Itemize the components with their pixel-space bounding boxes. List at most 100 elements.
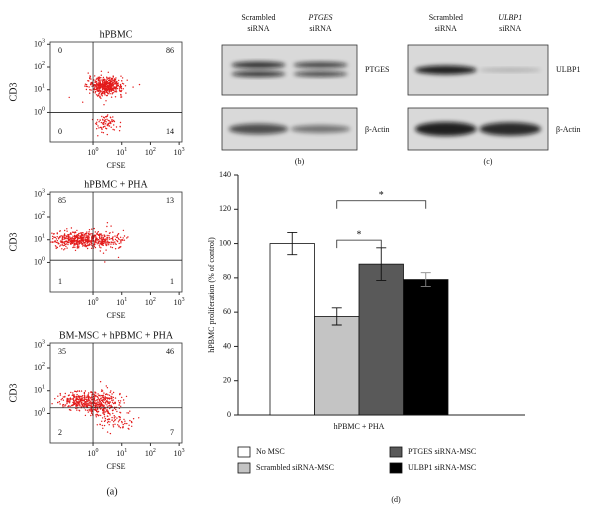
- cell-dot: [96, 233, 98, 235]
- tick-exponent: 2: [42, 211, 45, 217]
- cell-dot: [112, 84, 114, 86]
- cell-dot: [70, 227, 73, 229]
- cell-dot: [109, 85, 111, 88]
- cell-dot: [106, 225, 108, 228]
- cell-dot: [95, 394, 97, 396]
- cell-dot: [88, 409, 90, 411]
- y-tick-label: 101: [34, 385, 45, 394]
- tick-base: 10: [34, 212, 42, 221]
- cell-dot: [59, 230, 61, 232]
- cell-dot: [103, 104, 105, 106]
- cell-dot: [112, 92, 114, 94]
- cell-dot: [108, 403, 111, 405]
- cell-dot: [98, 403, 101, 405]
- cell-dot: [114, 235, 116, 237]
- cell-dot: [101, 95, 104, 97]
- cell-dot: [106, 234, 108, 237]
- tick-exponent: 3: [182, 147, 185, 153]
- cell-dot: [100, 240, 102, 242]
- cell-dot: [55, 247, 57, 250]
- cell-dot: [83, 242, 86, 244]
- cell-dot: [73, 401, 75, 403]
- blot-target-label: ULBP1: [556, 65, 580, 74]
- cell-dot: [107, 71, 110, 74]
- tick-base: 10: [34, 340, 42, 349]
- cell-dot: [126, 422, 128, 425]
- panel-caption: (c): [484, 157, 493, 166]
- cell-dot: [74, 390, 76, 392]
- cell-dot: [120, 405, 122, 407]
- lane-label: siRNA: [435, 24, 457, 33]
- cell-dot: [83, 235, 86, 237]
- cell-dot: [106, 415, 109, 417]
- cell-dot: [84, 243, 86, 246]
- tick-base: 10: [174, 148, 182, 157]
- cell-dot: [112, 243, 115, 245]
- cell-dot: [65, 240, 68, 242]
- cell-dot: [109, 404, 111, 407]
- cell-dot: [111, 82, 113, 84]
- cell-dot: [86, 403, 88, 405]
- cell-dot: [96, 128, 98, 130]
- cell-dot: [97, 415, 100, 417]
- cell-dot: [82, 395, 84, 397]
- significance-bracket: [336, 239, 382, 249]
- cell-dot: [119, 412, 122, 414]
- cell-dot: [117, 233, 119, 236]
- cell-dot: [88, 240, 90, 242]
- cell-dot: [74, 237, 76, 240]
- cell-dot: [74, 249, 77, 252]
- y-tick-label: 120: [219, 204, 231, 213]
- y-tick-label: 100: [34, 257, 45, 266]
- cell-dot: [98, 233, 101, 235]
- cell-dot: [59, 394, 62, 396]
- quadrant-percent: 0: [58, 127, 62, 136]
- cell-dot: [57, 243, 59, 245]
- cell-dot: [94, 81, 96, 83]
- cell-dot: [71, 239, 73, 241]
- cell-dot: [93, 408, 96, 411]
- cell-dot: [69, 236, 71, 238]
- cell-dot: [110, 241, 112, 243]
- cell-dot: [93, 393, 95, 395]
- cell-dot: [103, 81, 106, 84]
- cell-dot: [75, 235, 77, 237]
- cell-dot: [71, 241, 73, 244]
- cell-dot: [102, 82, 104, 84]
- cell-dot: [88, 229, 91, 231]
- blot-control-label: β-Actin: [365, 125, 390, 134]
- cell-dot: [90, 411, 93, 413]
- cell-dot: [113, 86, 115, 88]
- cell-dot: [93, 402, 96, 405]
- cell-dot: [103, 411, 105, 413]
- cell-dot: [120, 239, 122, 241]
- cell-dot: [62, 244, 64, 247]
- x-tick-label: 100: [88, 147, 99, 156]
- bar: [314, 316, 360, 416]
- cell-dot: [121, 420, 123, 423]
- cell-dot: [106, 406, 109, 408]
- cell-dot: [106, 124, 108, 126]
- cell-dot: [97, 399, 99, 401]
- cell-dot: [100, 97, 102, 100]
- cell-dot: [113, 89, 115, 92]
- cell-dot: [104, 88, 106, 90]
- cell-dot: [83, 406, 85, 408]
- cell-dot: [82, 243, 84, 245]
- cell-dot: [100, 121, 103, 124]
- cell-dot: [97, 393, 99, 395]
- cell-dot: [85, 234, 87, 237]
- cell-dot: [111, 246, 114, 249]
- cell-dot: [99, 246, 101, 248]
- cell-dot: [90, 242, 93, 245]
- cell-dot: [122, 88, 125, 90]
- cell-dot: [106, 418, 109, 421]
- cell-dot: [112, 88, 115, 91]
- cell-dot: [115, 243, 117, 245]
- cell-dot: [68, 402, 71, 404]
- cell-dot: [120, 241, 122, 243]
- cell-dot: [114, 78, 117, 81]
- x-axis-label: CFSE: [106, 462, 125, 471]
- cell-dot: [94, 234, 96, 237]
- cell-dot: [106, 118, 108, 121]
